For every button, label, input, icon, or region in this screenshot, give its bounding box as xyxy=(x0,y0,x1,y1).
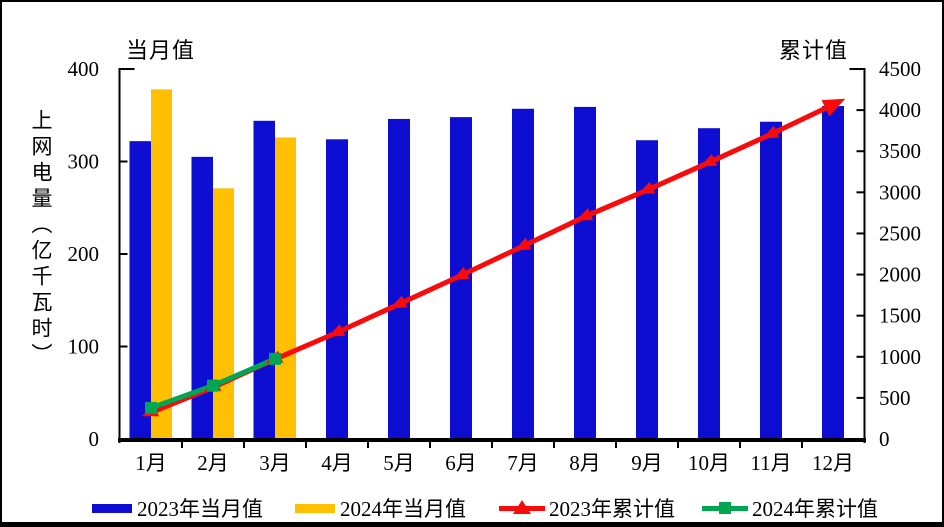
right-axis-tick-label: 1000 xyxy=(879,345,921,369)
marker-triangle-2023 xyxy=(389,295,408,309)
x-axis-month-label: 6月 xyxy=(445,451,477,475)
bar-2023-month xyxy=(636,140,658,440)
right-axis-title: 累计值 xyxy=(779,38,849,63)
legend-triangle-icon xyxy=(513,500,531,514)
left-axis-tick xyxy=(118,160,128,163)
right-axis-tick xyxy=(856,314,866,317)
legend-label: 2024年累计值 xyxy=(752,497,878,521)
x-axis-tick xyxy=(801,442,803,448)
x-axis-month-label: 10月 xyxy=(688,451,730,475)
left-axis-tick xyxy=(118,253,128,255)
right-axis-line xyxy=(863,68,866,443)
x-axis-month-label: 2月 xyxy=(197,451,229,475)
right-axis-tick-label: 3500 xyxy=(879,139,921,163)
left-axis-line xyxy=(118,68,121,443)
marker-triangle-2023 xyxy=(575,208,594,221)
bar-2023-month xyxy=(253,120,275,441)
x-axis-tick xyxy=(553,442,555,448)
bar-2023-month xyxy=(512,108,534,441)
bar-2024-month xyxy=(151,89,172,440)
marker-square-2024 xyxy=(207,379,219,392)
bar-2023-month xyxy=(388,118,410,440)
right-axis-tick xyxy=(856,273,866,276)
right-axis-tick xyxy=(856,109,866,112)
x-axis-tick xyxy=(243,442,245,448)
legend-label: 2023年当月值 xyxy=(137,497,263,521)
legend-swatch-line xyxy=(702,500,748,516)
legend-label: 2023年累计值 xyxy=(549,497,675,521)
x-axis-tick xyxy=(615,442,617,448)
x-axis-tick xyxy=(305,442,307,448)
x-axis-month-label: 8月 xyxy=(569,451,601,475)
legend-swatch-bar xyxy=(92,503,132,513)
bar-2024-month xyxy=(213,188,234,440)
marker-square-2024 xyxy=(269,352,281,365)
bar-2023-month xyxy=(129,141,151,440)
bar-2023-month xyxy=(191,156,213,440)
legend-item-1: 2023年当月值 xyxy=(92,497,263,521)
right-axis-tick xyxy=(856,355,866,358)
bar-2023-month xyxy=(326,139,348,441)
left-axis-title: 当月值 xyxy=(126,38,196,63)
right-axis-tick xyxy=(856,150,866,153)
right-axis-tick-label: 2500 xyxy=(879,221,921,245)
legend-label: 2024年当月值 xyxy=(340,497,466,521)
right-axis-top-cap xyxy=(849,68,866,70)
x-axis-month-label: 7月 xyxy=(507,451,539,475)
right-axis-tick xyxy=(856,396,866,399)
right-axis-tick-label: 4500 xyxy=(879,57,921,81)
plot-area: 4003002001000450040003500300025002000150… xyxy=(68,57,922,475)
right-axis-tick-label: 3000 xyxy=(879,180,921,204)
left-axis-tick-label: 400 xyxy=(68,57,100,81)
left-axis-tick-label: 0 xyxy=(89,427,100,451)
x-axis-month-label: 9月 xyxy=(631,451,663,475)
x-axis-tick xyxy=(429,442,431,448)
right-axis-tick-label: 500 xyxy=(879,386,911,410)
right-axis-tick-label: 0 xyxy=(879,427,890,451)
right-axis-tick-label: 2000 xyxy=(879,263,921,287)
legend-item-2: 2024年当月值 xyxy=(295,497,466,521)
left-axis-tick-label: 100 xyxy=(68,335,100,359)
marker-triangle-2023 xyxy=(514,237,532,251)
left-axis-tick xyxy=(118,345,128,348)
marker-triangle-2023 xyxy=(699,153,718,167)
bar-2023-month xyxy=(760,121,782,440)
marker-square-2024 xyxy=(145,401,157,414)
x-axis-tick xyxy=(677,442,679,448)
bar-2023-month xyxy=(698,128,720,440)
x-axis-line xyxy=(118,438,866,442)
left-axis-top-cap xyxy=(118,68,135,70)
right-axis-tick-label: 4000 xyxy=(879,98,921,122)
x-axis-month-label: 3月 xyxy=(259,451,291,475)
bar-2023-month xyxy=(822,106,844,440)
x-axis-tick xyxy=(367,442,369,448)
legend-swatch-bar xyxy=(295,503,335,513)
legend-item-3: 2023年累计值 xyxy=(499,497,675,521)
x-axis-month-label: 11月 xyxy=(750,451,791,475)
left-axis-tick-label: 300 xyxy=(68,150,100,174)
left-axis-tick-label: 200 xyxy=(68,242,100,266)
marker-triangle-2023 xyxy=(637,181,656,195)
right-axis-tick xyxy=(856,191,866,194)
legend-swatch-line xyxy=(499,500,545,516)
marker-triangle-2023 xyxy=(452,266,470,280)
x-axis-month-label: 4月 xyxy=(321,451,353,475)
marker-triangle-2023 xyxy=(762,125,780,139)
bar-2024-month xyxy=(275,137,296,440)
x-axis-tick xyxy=(739,442,741,448)
bar-2023-month xyxy=(574,106,596,441)
legend-item-4: 2024年累计值 xyxy=(702,497,878,521)
y-axis-unit-label: 上网电量（亿千瓦时） xyxy=(29,109,53,369)
marker-triangle-2023 xyxy=(821,98,846,117)
right-axis-tick-label: 1500 xyxy=(879,304,921,328)
right-axis-tick xyxy=(856,232,866,235)
x-axis-month-label: 1月 xyxy=(135,451,167,475)
marker-triangle-2023 xyxy=(327,324,346,337)
x-axis-tick xyxy=(491,442,493,448)
legend-square-icon xyxy=(719,502,731,514)
x-axis-tick xyxy=(181,442,183,448)
x-axis-month-label: 5月 xyxy=(383,451,415,475)
x-axis-month-label: 12月 xyxy=(812,451,854,475)
